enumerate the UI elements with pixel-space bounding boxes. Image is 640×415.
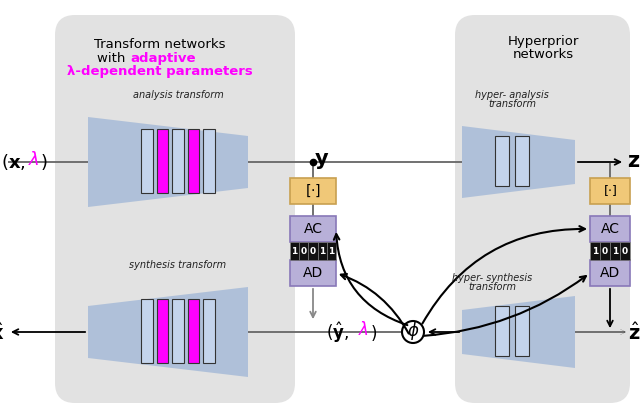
Text: $(\mathbf{x},$: $(\mathbf{x},$ — [1, 152, 26, 172]
Text: AC: AC — [303, 222, 323, 236]
Bar — [290, 178, 336, 204]
Bar — [172, 129, 184, 193]
Text: hyper- synthesis: hyper- synthesis — [452, 273, 532, 283]
Bar — [327, 242, 336, 260]
Text: transform: transform — [468, 282, 516, 292]
Bar — [590, 260, 630, 286]
Text: $\hat{\mathbf{x}}$: $\hat{\mathbf{x}}$ — [0, 322, 4, 344]
Bar — [590, 216, 630, 242]
Bar — [290, 216, 336, 242]
Text: $\lambda$: $\lambda$ — [358, 321, 369, 339]
Bar — [317, 242, 327, 260]
Bar — [204, 299, 215, 363]
Bar — [290, 260, 336, 286]
Polygon shape — [462, 296, 575, 368]
Text: 1: 1 — [328, 247, 335, 256]
Text: analysis transform: analysis transform — [132, 90, 223, 100]
FancyBboxPatch shape — [455, 15, 630, 403]
Text: Transform networks: Transform networks — [94, 38, 226, 51]
Text: 1: 1 — [592, 247, 598, 256]
Bar — [141, 299, 152, 363]
Text: 1: 1 — [291, 247, 298, 256]
Text: $\lambda$: $\lambda$ — [28, 151, 40, 169]
Polygon shape — [88, 117, 248, 207]
Bar — [620, 242, 630, 260]
Text: $\mathbf{y}$: $\mathbf{y}$ — [314, 151, 329, 171]
Text: 0: 0 — [301, 247, 307, 256]
Text: $)$: $)$ — [370, 323, 377, 343]
Bar — [141, 129, 152, 193]
Text: $(\hat{\mathbf{y}},$: $(\hat{\mathbf{y}},$ — [326, 321, 349, 345]
Bar — [590, 242, 600, 260]
Text: hyper- analysis: hyper- analysis — [475, 90, 549, 100]
Bar — [515, 136, 529, 186]
Text: $\mathbf{z}$: $\mathbf{z}$ — [627, 151, 640, 171]
Text: AD: AD — [600, 266, 620, 280]
Text: adaptive: adaptive — [130, 52, 195, 65]
Text: 0: 0 — [602, 247, 608, 256]
Text: networks: networks — [513, 48, 573, 61]
FancyBboxPatch shape — [55, 15, 295, 403]
Bar — [515, 306, 529, 356]
Text: synthesis transform: synthesis transform — [129, 260, 227, 270]
Bar — [495, 306, 509, 356]
Text: λ-dependent parameters: λ-dependent parameters — [67, 65, 253, 78]
Text: $[\cdot]$: $[\cdot]$ — [305, 183, 321, 199]
Text: AC: AC — [600, 222, 620, 236]
Bar — [300, 242, 308, 260]
Bar — [308, 242, 317, 260]
Bar — [290, 242, 300, 260]
Text: $\phi$: $\phi$ — [407, 320, 419, 342]
Text: 1: 1 — [319, 247, 325, 256]
Bar — [495, 136, 509, 186]
Text: 0: 0 — [622, 247, 628, 256]
Polygon shape — [462, 126, 575, 198]
Bar — [188, 129, 200, 193]
Text: with: with — [97, 52, 130, 65]
Text: transform: transform — [488, 99, 536, 109]
Text: $)$: $)$ — [40, 152, 47, 172]
Bar — [600, 242, 610, 260]
Circle shape — [402, 321, 424, 343]
Text: $\hat{\mathbf{z}}$: $\hat{\mathbf{z}}$ — [628, 322, 640, 344]
Bar — [204, 129, 215, 193]
Bar — [610, 242, 620, 260]
Text: AD: AD — [303, 266, 323, 280]
Bar — [157, 299, 168, 363]
Bar — [157, 129, 168, 193]
Bar — [188, 299, 200, 363]
Text: Hyperprior: Hyperprior — [508, 35, 579, 48]
Polygon shape — [88, 287, 248, 377]
Text: $[\cdot]$: $[\cdot]$ — [603, 183, 618, 198]
Bar — [172, 299, 184, 363]
Text: 1: 1 — [612, 247, 618, 256]
Text: 0: 0 — [310, 247, 316, 256]
Bar — [590, 178, 630, 204]
